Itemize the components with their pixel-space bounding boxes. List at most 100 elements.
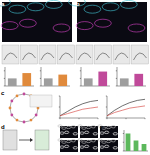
cell [78, 139, 82, 141]
cell [73, 133, 77, 135]
y-tick [4, 86, 5, 87]
x-axis [60, 118, 98, 119]
bar [22, 73, 31, 86]
figure: abcde [0, 0, 150, 155]
cell [1, 22, 18, 30]
y-tick [40, 70, 41, 71]
cell [62, 127, 66, 129]
cell [120, 0, 137, 8]
cell [78, 125, 82, 127]
y-tick [80, 86, 81, 87]
cell [76, 22, 93, 30]
diagram-node [30, 119, 33, 122]
cell [102, 141, 106, 143]
cell [128, 24, 145, 32]
cell [66, 140, 70, 142]
cell [66, 126, 70, 128]
bar [44, 78, 53, 86]
image-e [60, 126, 78, 138]
diagram-node [16, 94, 19, 97]
cell [105, 145, 109, 147]
x-tick [107, 118, 108, 119]
y-tick [123, 142, 124, 143]
image-b [77, 2, 147, 42]
y-axis [60, 96, 61, 118]
inset [95, 45, 112, 64]
diagram-node [9, 107, 12, 110]
cell [113, 147, 117, 149]
image-e [60, 140, 78, 152]
cell [71, 140, 75, 142]
inset [2, 45, 19, 64]
cell [93, 147, 97, 149]
x-axis [107, 118, 145, 119]
marks [8, 73, 31, 86]
inset [132, 45, 149, 64]
cell [20, 19, 37, 27]
cell [73, 147, 77, 149]
inset [58, 45, 75, 64]
line [60, 107, 98, 116]
image-e [80, 140, 98, 152]
diagram-node [10, 100, 13, 103]
y-axis [81, 67, 82, 86]
line [107, 106, 145, 116]
y-tick [40, 78, 41, 79]
schematic-arrowhead [30, 138, 33, 142]
y-tick [40, 86, 41, 87]
inset-structure [4, 53, 17, 60]
marks [107, 99, 145, 116]
cell [98, 139, 102, 141]
cell [60, 132, 64, 134]
chart [116, 67, 146, 86]
cell [65, 131, 69, 133]
panel-label: d [1, 124, 5, 130]
cell [111, 140, 115, 142]
panel-label: e [100, 124, 104, 130]
cell [58, 125, 62, 127]
cell [102, 3, 119, 11]
diagram-box [30, 95, 52, 107]
diagram-node [10, 114, 13, 117]
inset-structure [115, 53, 128, 60]
cell [0, 0, 10, 6]
cell [82, 141, 86, 143]
panel-label: a [1, 1, 5, 7]
cell [69, 0, 86, 6]
image-e [80, 126, 98, 138]
y-axis [5, 67, 6, 86]
schematic-box [3, 130, 17, 150]
panel-label: c [1, 90, 5, 96]
y-tick [80, 70, 81, 71]
inset [21, 45, 38, 64]
cell [82, 127, 86, 129]
x-tick [126, 118, 127, 119]
cell [85, 145, 89, 147]
cell [93, 133, 97, 135]
x-tick [98, 118, 99, 119]
line [107, 99, 145, 116]
y-tick [59, 96, 60, 97]
cell [111, 126, 115, 128]
bar [58, 75, 67, 86]
bar [84, 78, 93, 86]
y-tick [80, 78, 81, 79]
marks [126, 134, 147, 152]
inset-structure [134, 53, 147, 60]
cell [84, 5, 101, 13]
marks [84, 72, 107, 86]
cell [53, 24, 70, 32]
inset [113, 45, 130, 64]
marks [44, 75, 67, 86]
diagram-node [35, 114, 38, 117]
y-tick [106, 118, 107, 119]
bar [126, 134, 131, 152]
cell [95, 19, 112, 27]
y-tick [106, 96, 107, 97]
y-tick [123, 151, 124, 152]
marks [60, 100, 98, 115]
y-axis [124, 130, 125, 151]
chart [40, 67, 70, 86]
cell [62, 141, 66, 143]
cell [45, 0, 62, 8]
